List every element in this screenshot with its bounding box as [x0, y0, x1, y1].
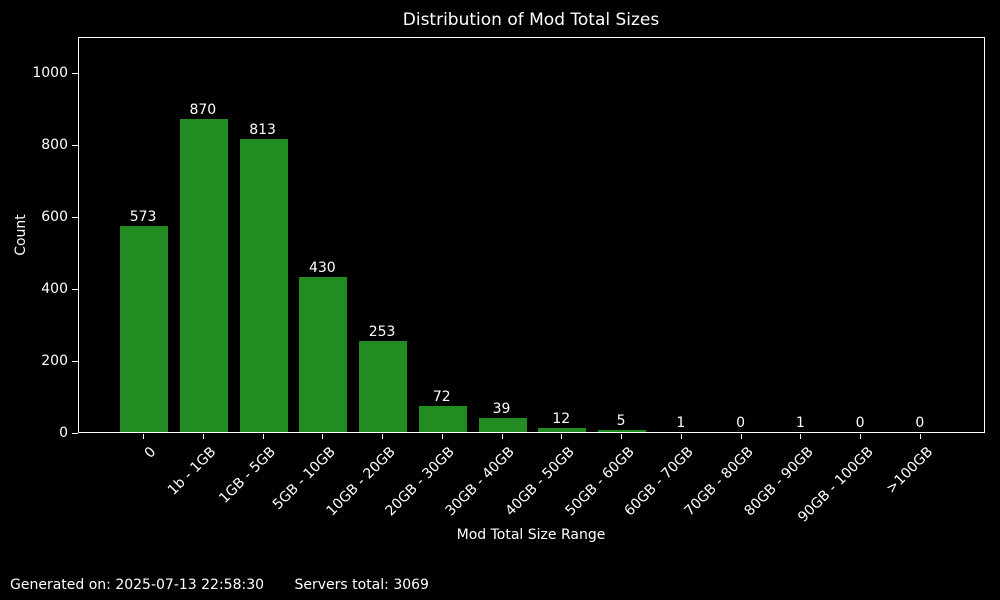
- bar: [120, 225, 169, 432]
- x-axis-label: Mod Total Size Range: [456, 527, 606, 543]
- x-tick-mark: [501, 434, 503, 439]
- plot-area: [78, 37, 985, 433]
- x-tick-label: 0: [141, 444, 160, 462]
- y-tick-label: 600: [41, 209, 68, 225]
- bar-value-label: 813: [249, 122, 276, 139]
- bar-value-label: 0: [855, 415, 865, 431]
- x-tick-mark: [441, 434, 443, 439]
- bar-value-label: 430: [308, 260, 336, 277]
- y-tick-label: 0: [59, 425, 68, 441]
- bar: [359, 340, 408, 432]
- bar: [538, 427, 587, 432]
- y-tick-mark: [72, 145, 78, 146]
- y-tick-mark: [72, 217, 78, 218]
- y-tick-mark: [72, 289, 78, 290]
- y-axis-label: Count: [13, 214, 29, 256]
- bar-value-label: 253: [368, 323, 396, 340]
- y-tick-label: 1000: [32, 65, 68, 81]
- footer-servers-total: Servers total: 3069: [294, 577, 429, 593]
- bar-value-label: 0: [915, 415, 925, 431]
- chart-title: Distribution of Mod Total Sizes: [402, 10, 660, 30]
- bar-value-label: 870: [189, 101, 217, 118]
- bar: [478, 417, 527, 432]
- x-tick-mark: [322, 434, 324, 439]
- bar-value-label: 12: [552, 410, 571, 427]
- bar: [239, 139, 288, 432]
- x-tick-mark: [262, 434, 264, 439]
- bars-layer: [79, 38, 984, 432]
- x-tick-mark: [143, 434, 145, 439]
- y-tick-mark: [72, 73, 78, 74]
- x-tick-label: 1b - 1GB: [164, 444, 220, 499]
- bar-value-label: 0: [736, 415, 746, 431]
- bar: [179, 118, 228, 432]
- x-tick-mark: [561, 434, 563, 439]
- footer-generated-on: Generated on: 2025-07-13 22:58:30: [10, 577, 265, 593]
- y-tick-label: 200: [41, 353, 68, 369]
- x-tick-mark: [919, 434, 921, 439]
- x-tick-mark: [680, 434, 682, 439]
- x-tick-label: 1GB - 5GB: [216, 444, 279, 507]
- bar-value-label: 5: [616, 413, 626, 430]
- x-tick-mark: [621, 434, 623, 439]
- y-tick-label: 400: [41, 281, 68, 297]
- bar-value-label: 1: [676, 414, 686, 431]
- bar-value-label: 72: [432, 389, 451, 406]
- bar-value-label: 1: [795, 414, 805, 431]
- x-tick-mark: [202, 434, 204, 439]
- bar: [418, 406, 467, 432]
- x-tick-mark: [382, 434, 384, 439]
- bar-value-label: 39: [492, 400, 511, 417]
- footer: Generated on: 2025-07-13 22:58:30 Server…: [10, 577, 429, 593]
- y-tick-label: 800: [41, 137, 68, 153]
- bar: [299, 277, 348, 432]
- x-tick-label: >100GB: [883, 444, 937, 497]
- bar-value-label: 573: [129, 208, 157, 225]
- y-tick-mark: [72, 433, 78, 434]
- x-tick-mark: [740, 434, 742, 439]
- bar: [598, 430, 647, 432]
- x-tick-mark: [860, 434, 862, 439]
- y-tick-mark: [72, 361, 78, 362]
- x-tick-mark: [800, 434, 802, 439]
